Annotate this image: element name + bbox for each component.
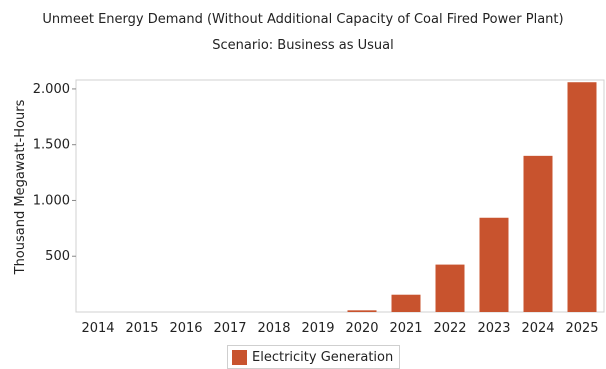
y-tick-label: 1.500 bbox=[33, 138, 70, 153]
y-tick-label: 2.000 bbox=[33, 82, 70, 97]
legend: Electricity Generation bbox=[227, 345, 401, 369]
legend-label: Electricity Generation bbox=[252, 350, 394, 365]
chart-title: Unmeet Energy Demand (Without Additional… bbox=[42, 12, 564, 27]
bar-2025 bbox=[567, 82, 597, 312]
x-tick-label: 2014 bbox=[81, 321, 114, 336]
bar-2020 bbox=[347, 310, 377, 312]
y-tick-label: 1.000 bbox=[33, 193, 70, 208]
x-tick-label: 2020 bbox=[345, 321, 378, 336]
x-tick-label: 2019 bbox=[301, 321, 334, 336]
plot-area bbox=[75, 79, 605, 313]
x-tick-label: 2015 bbox=[125, 321, 158, 336]
bar-2023 bbox=[479, 217, 509, 312]
chart-subtitle: Scenario: Business as Usual bbox=[212, 38, 394, 53]
bar-2024 bbox=[523, 155, 553, 312]
x-tick-label: 2018 bbox=[257, 321, 290, 336]
x-tick-label: 2025 bbox=[565, 321, 598, 336]
x-tick-label: 2021 bbox=[389, 321, 422, 336]
bar-chart: 500 1.000 1.500 2.000 2014 2015 2016 2017 2018 2… bbox=[13, 79, 605, 336]
y-axis-label: Thousand Megawatt-Hours bbox=[13, 99, 28, 275]
bar-2021 bbox=[391, 294, 421, 312]
x-tick-label: 2024 bbox=[521, 321, 554, 336]
x-tick-label: 2016 bbox=[169, 321, 202, 336]
x-tick-label: 2017 bbox=[213, 321, 246, 336]
y-tick-label: 500 bbox=[45, 249, 70, 264]
legend-swatch bbox=[232, 350, 247, 365]
x-tick-label: 2023 bbox=[477, 321, 510, 336]
bar-2022 bbox=[435, 264, 465, 312]
x-tick-label: 2022 bbox=[433, 321, 466, 336]
